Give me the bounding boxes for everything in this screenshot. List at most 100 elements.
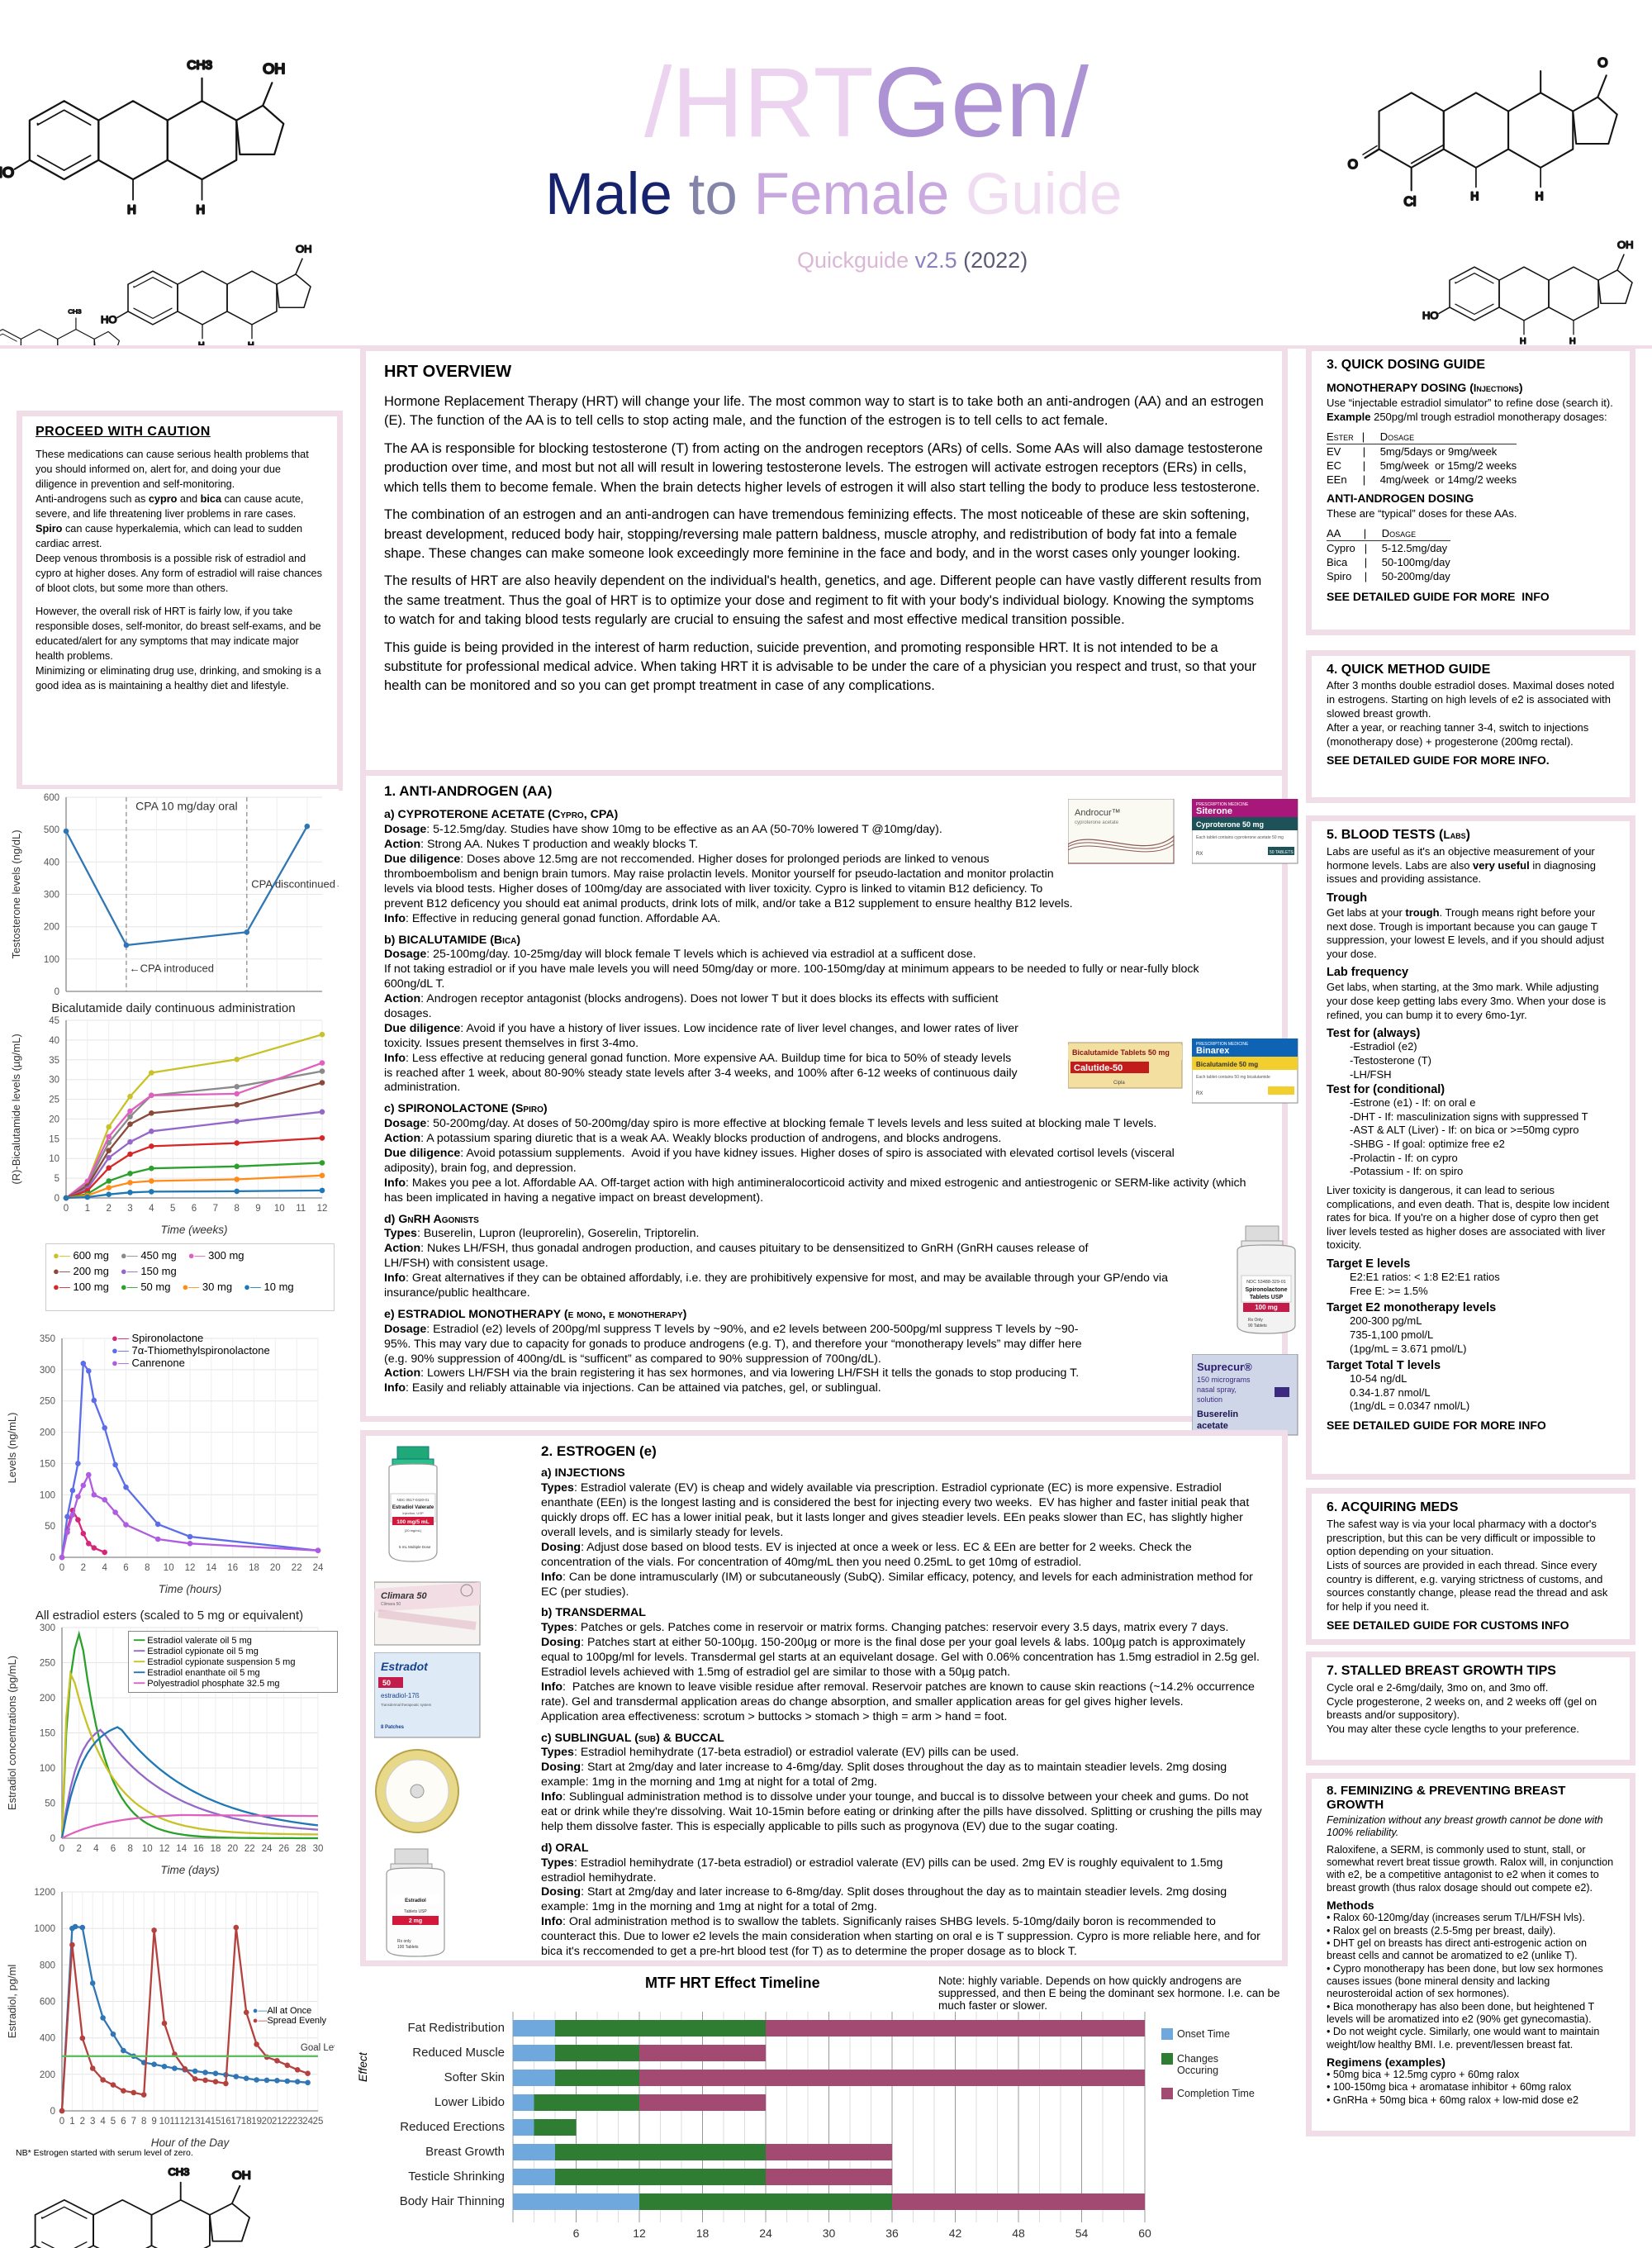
svg-text:CPA discontinued→: CPA discontinued→	[251, 878, 339, 891]
svg-text:Tablets USP: Tablets USP	[404, 1909, 427, 1914]
svg-text:100: 100	[40, 1764, 55, 1774]
svg-text:9: 9	[255, 1204, 260, 1214]
svg-text:Injection, USP: Injection, USP	[402, 1511, 424, 1515]
svg-text:5: 5	[55, 1174, 59, 1184]
svg-text:Cipla: Cipla	[1113, 1081, 1125, 1086]
svg-text:Onset Time: Onset Time	[1177, 2028, 1230, 2040]
svg-text:300: 300	[44, 891, 59, 901]
svg-text:Reduced Muscle: Reduced Muscle	[412, 2046, 505, 2060]
svg-text:HO: HO	[1422, 310, 1439, 321]
svg-text:45: 45	[49, 1016, 59, 1026]
svg-text:2 mg: 2 mg	[409, 1918, 422, 1924]
svg-text:estradiol-17ß: estradiol-17ß	[381, 1692, 420, 1699]
svg-text:Each tablet contains cyprotero: Each tablet contains cyproterone acetate…	[1196, 835, 1284, 840]
svg-text:nasal spray,: nasal spray,	[1197, 1385, 1237, 1394]
svg-text:Cl: Cl	[1404, 195, 1417, 209]
svg-text:Siterone: Siterone	[1196, 806, 1232, 816]
svg-text:22: 22	[292, 1563, 302, 1573]
svg-text:100: 100	[40, 1490, 55, 1500]
svg-text:6: 6	[573, 2227, 580, 2240]
svg-text:20: 20	[49, 1114, 59, 1124]
svg-text:8: 8	[145, 1563, 150, 1573]
svg-text:2: 2	[81, 1563, 86, 1573]
svg-text:8 Patches: 8 Patches	[381, 1725, 405, 1730]
svg-text:10: 10	[49, 1154, 59, 1164]
svg-text:0: 0	[50, 1553, 55, 1563]
svg-text:600: 600	[40, 1998, 55, 2008]
svg-text:RX: RX	[1196, 852, 1203, 857]
svg-text:Goal Level: Goal Level	[301, 2043, 335, 2053]
svg-text:H: H	[197, 203, 206, 216]
svg-text:6: 6	[123, 1563, 128, 1573]
svg-text:100 Tablets: 100 Tablets	[397, 1945, 419, 1950]
svg-text:14: 14	[206, 1563, 216, 1573]
svg-text:42: 42	[949, 2227, 962, 2240]
svg-text:NDC 0517-0420-01: NDC 0517-0420-01	[396, 1498, 430, 1502]
svg-text:Time (weeks): Time (weeks)	[161, 1224, 228, 1236]
svg-text:Binarex: Binarex	[1196, 1046, 1230, 1056]
svg-text:50: 50	[382, 1679, 391, 1687]
svg-text:CPA 10 mg/day oral: CPA 10 mg/day oral	[135, 800, 237, 813]
svg-text:8: 8	[234, 1204, 239, 1214]
svg-text:0: 0	[59, 1844, 64, 1854]
svg-text:(R)-Bicalutamide levels (µg/mL: (R)-Bicalutamide levels (µg/mL)	[10, 1034, 22, 1184]
svg-text:0: 0	[50, 1834, 55, 1844]
svg-text:Estradiol concentrations (pg/m: Estradiol concentrations (pg/mL)	[6, 1656, 18, 1810]
svg-text:18: 18	[696, 2227, 710, 2240]
svg-text:All estradiol esters (scaled t: All estradiol esters (scaled to 5 mg or …	[36, 1609, 303, 1623]
svg-text:Estradot: Estradot	[381, 1660, 429, 1673]
svg-text:100 mg: 100 mg	[1255, 1304, 1278, 1311]
svg-text:7: 7	[213, 1204, 218, 1214]
svg-text:Estradiol Valerate: Estradiol Valerate	[392, 1505, 434, 1510]
svg-text:300: 300	[40, 1366, 55, 1376]
svg-text:2: 2	[106, 1204, 111, 1214]
svg-text:Fat Redistribution: Fat Redistribution	[407, 2021, 505, 2035]
svg-text:200: 200	[44, 923, 59, 933]
svg-text:5: 5	[170, 1204, 175, 1214]
svg-text:(20 mg/mL): (20 mg/mL)	[405, 1528, 422, 1533]
svg-text:H: H	[1470, 190, 1479, 202]
svg-text:OH: OH	[1617, 240, 1633, 251]
svg-text:400: 400	[40, 2034, 55, 2044]
svg-text:OH: OH	[232, 2170, 251, 2182]
svg-text:solution: solution	[1197, 1395, 1222, 1404]
svg-text:Suprecur®: Suprecur®	[1197, 1361, 1252, 1373]
svg-text:100 mg/5 mL: 100 mg/5 mL	[396, 1519, 429, 1525]
svg-text:250: 250	[40, 1659, 55, 1669]
svg-text:CH3: CH3	[168, 2167, 189, 2178]
svg-text:OH: OH	[263, 60, 285, 77]
svg-text:25: 25	[49, 1095, 59, 1105]
svg-text:12: 12	[633, 2227, 646, 2240]
svg-text:200: 200	[40, 1428, 55, 1438]
svg-text:Levels (ng/mL): Levels (ng/mL)	[6, 1413, 18, 1484]
svg-text:←CPA introduced: ←CPA introduced	[130, 962, 214, 975]
svg-text:CH3: CH3	[68, 308, 82, 316]
svg-text:O: O	[1597, 56, 1607, 70]
svg-text:Testicle Shrinking: Testicle Shrinking	[408, 2170, 505, 2184]
svg-text:16: 16	[193, 1844, 204, 1854]
svg-text:6: 6	[111, 1844, 116, 1854]
svg-text:Spironolactone: Spironolactone	[1246, 1287, 1288, 1293]
svg-text:8: 8	[127, 1844, 132, 1854]
svg-text:0: 0	[59, 1563, 64, 1573]
svg-text:10: 10	[142, 1844, 153, 1854]
svg-text:Breast Growth: Breast Growth	[425, 2145, 505, 2159]
svg-text:cyproterone acetate: cyproterone acetate	[1075, 820, 1119, 825]
svg-text:Changes: Changes	[1177, 2053, 1218, 2065]
svg-text:Occuring: Occuring	[1177, 2065, 1218, 2076]
svg-text:Body Hair Thinning: Body Hair Thinning	[400, 2194, 505, 2208]
svg-text:50: 50	[45, 1799, 55, 1809]
svg-text:1200: 1200	[34, 1888, 55, 1898]
svg-text:28: 28	[296, 1844, 306, 1854]
svg-text:300: 300	[40, 1623, 55, 1633]
svg-text:HO: HO	[0, 164, 14, 180]
svg-text:4: 4	[93, 1844, 99, 1854]
svg-text:20: 20	[227, 1844, 238, 1854]
svg-text:800: 800	[40, 1960, 55, 1970]
svg-text:Calutide-50: Calutide-50	[1074, 1063, 1123, 1073]
svg-text:30: 30	[823, 2227, 836, 2240]
svg-text:Time (hours): Time (hours)	[159, 1583, 221, 1595]
svg-text:26: 26	[278, 1844, 289, 1854]
svg-text:150: 150	[40, 1729, 55, 1739]
svg-text:35: 35	[49, 1056, 59, 1066]
